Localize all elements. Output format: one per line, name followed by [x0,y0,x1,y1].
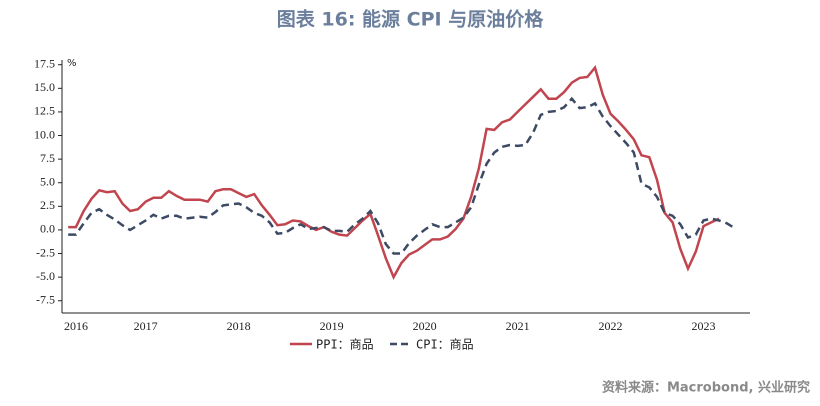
y-tick-label: -5.0 [36,269,55,283]
y-tick-label: 5.0 [40,174,55,188]
x-tick-label: 2017 [134,319,158,333]
y-tick-label: 7.5 [40,151,55,165]
series-line [68,96,736,255]
x-tick-label: 2020 [413,319,437,333]
source: 资料来源：Macrobond, 兴业研究 [602,380,810,396]
y-tick-label: -2.5 [36,245,55,259]
x-tick-label: 2016 [64,319,88,333]
y-tick-label: 12.5 [34,104,55,118]
y-tick-label: 15.0 [34,80,55,94]
x-tick-label: 2021 [506,319,530,333]
x-tick-label: 2019 [320,319,344,333]
y-tick-label: 2.5 [40,198,55,212]
legend-label: CPI：商品 [416,337,474,352]
x-tick-label: 2018 [227,319,251,333]
chart-title: 图表 16: 能源 CPI 与原油价格 [277,8,544,31]
x-tick-label: 2023 [692,319,716,333]
y-tick-label: -7.5 [36,292,55,306]
x-tick-label: 2022 [599,319,623,333]
y-unit: % [67,58,77,69]
legend-label: PPI：商品 [316,337,374,352]
series-line [68,64,720,280]
y-tick-label: 10.0 [34,127,55,141]
y-tick-label: 17.5 [34,56,55,70]
y-tick-label: 0.0 [40,222,55,236]
